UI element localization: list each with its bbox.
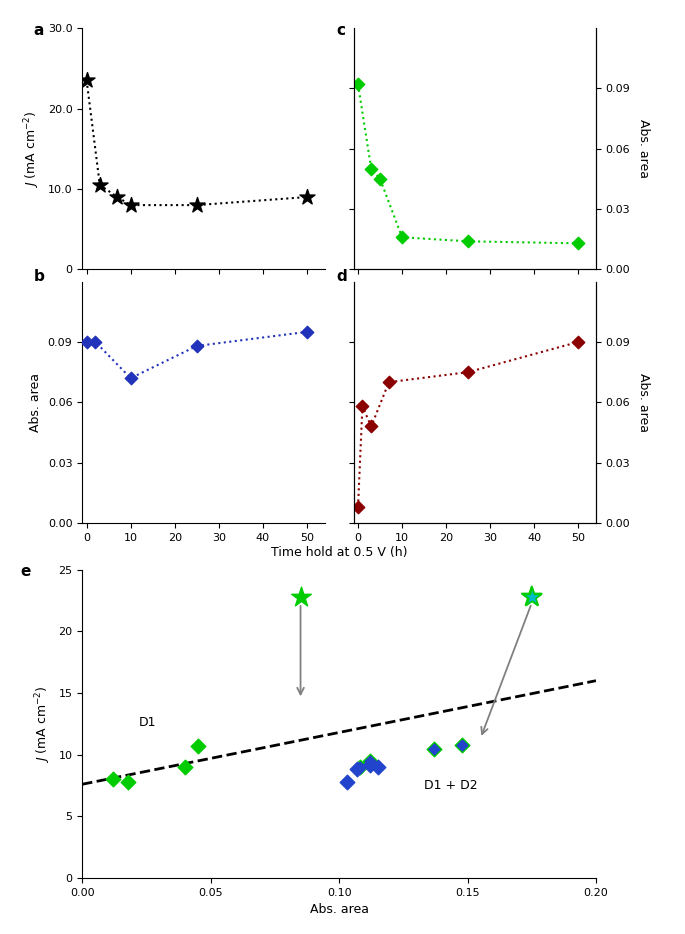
Point <box>573 334 584 349</box>
Text: D1 + D2: D1 + D2 <box>424 779 477 792</box>
Point <box>366 419 377 434</box>
Point <box>364 754 375 769</box>
Text: a: a <box>34 23 44 38</box>
Point <box>179 759 190 774</box>
Point <box>95 177 105 192</box>
Point <box>191 338 202 353</box>
Point <box>364 754 375 769</box>
Point <box>341 774 352 789</box>
Point <box>354 759 365 774</box>
Point <box>191 198 202 213</box>
Point <box>354 759 365 774</box>
Text: b: b <box>34 270 45 285</box>
Point <box>123 774 134 789</box>
Y-axis label: $J$ (mA cm$^{-2}$): $J$ (mA cm$^{-2}$) <box>23 110 42 188</box>
Point <box>81 73 92 88</box>
Point <box>462 234 473 248</box>
Point <box>384 375 395 389</box>
Point <box>573 236 584 251</box>
Point <box>125 371 136 386</box>
Point <box>112 190 123 205</box>
Text: d: d <box>336 270 347 285</box>
Point <box>357 399 368 414</box>
Text: e: e <box>21 563 31 578</box>
Y-axis label: Abs. area: Abs. area <box>637 373 650 432</box>
Point <box>295 589 306 604</box>
Point <box>526 589 537 604</box>
Y-axis label: Abs. area: Abs. area <box>29 373 42 432</box>
Point <box>462 364 473 379</box>
Point <box>301 190 312 205</box>
Point <box>429 741 440 756</box>
Point <box>526 589 537 604</box>
Point <box>353 500 364 515</box>
X-axis label: Abs. area: Abs. area <box>310 903 369 916</box>
Point <box>429 741 440 756</box>
Point <box>90 334 101 349</box>
Point <box>364 757 375 772</box>
Point <box>397 230 408 245</box>
Point <box>108 771 119 786</box>
Point <box>457 737 468 752</box>
Text: Time hold at 0.5 V (h): Time hold at 0.5 V (h) <box>271 546 408 559</box>
Text: c: c <box>336 23 346 38</box>
Point <box>301 324 312 339</box>
Point <box>125 198 136 213</box>
Point <box>366 162 377 177</box>
Point <box>353 77 364 92</box>
Text: D1: D1 <box>138 716 156 729</box>
Point <box>351 762 362 777</box>
Y-axis label: Abs. area: Abs. area <box>637 120 650 178</box>
Point <box>457 737 468 752</box>
Point <box>81 334 92 349</box>
Y-axis label: $J$ (mA cm$^{-2}$): $J$ (mA cm$^{-2}$) <box>33 686 53 762</box>
Point <box>372 759 383 774</box>
Point <box>375 172 386 187</box>
Point <box>192 739 203 754</box>
